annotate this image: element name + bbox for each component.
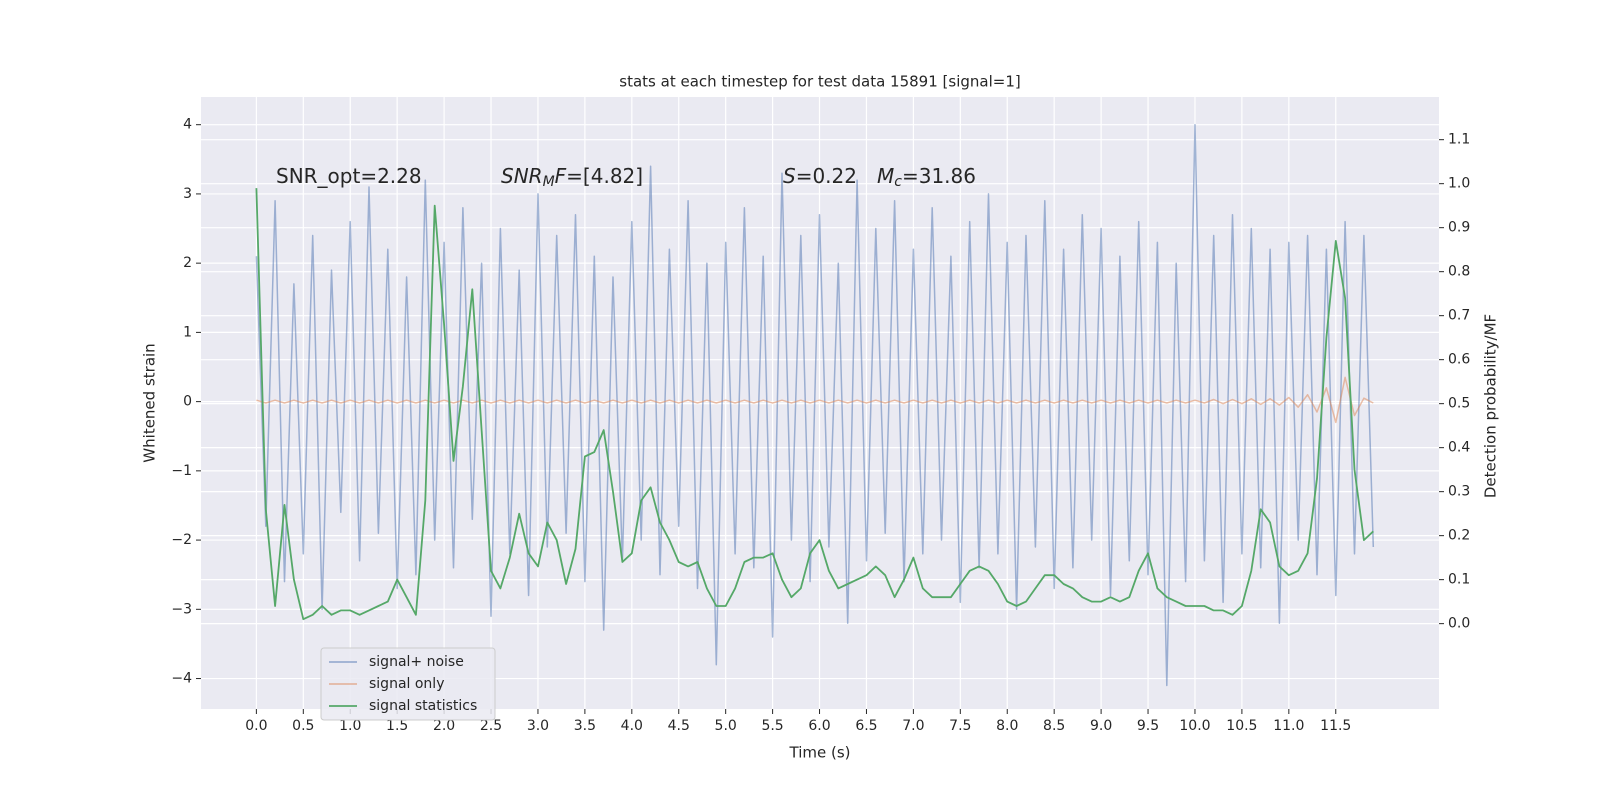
y2-tick-label: 0.3	[1448, 484, 1470, 500]
y2-tick-label: 0.7	[1448, 308, 1470, 324]
series-line	[255, 123, 1375, 687]
x-tick-label: 8.0	[996, 718, 1018, 734]
series-line	[256, 376, 1374, 424]
x-tick-label: 8.5	[1043, 718, 1065, 734]
legend-label: signal+ noise	[369, 654, 464, 670]
x-tick-label: 3.0	[527, 718, 549, 734]
y2-tick-label: 1.1	[1448, 132, 1470, 148]
chart-title: stats at each timestep for test data 158…	[619, 73, 1020, 91]
axes: 0.0 0.5 1.0 1.5 2.0 2.5 3.0 3.5 4.0 4.5 5.0 5.5 6.0 6…	[171, 117, 1470, 734]
legend-box	[320, 647, 496, 721]
x-tick-label: 0.5	[292, 718, 314, 734]
x-tick-label: 4.5	[668, 718, 690, 734]
annotation: S=0.22	[783, 164, 857, 188]
y-axis-label: Whitened strain	[141, 343, 159, 462]
x-tick-label: 4.0	[621, 718, 643, 734]
x-axis-label: Time (s)	[789, 744, 851, 762]
annotation-part: M	[543, 174, 555, 190]
x-tick-label: 0.0	[245, 718, 267, 734]
y-tick-label: 1	[183, 324, 192, 340]
legend: signal+ noise signal only signal statistic…	[320, 647, 496, 721]
y2-tick-label: 0.9	[1448, 220, 1470, 236]
y-tick-label: −4	[171, 671, 192, 687]
x-tick-label: 7.0	[902, 718, 924, 734]
annotation: Mc=31.86	[877, 164, 976, 191]
annotation-part: F	[555, 164, 567, 188]
x-tick-label: 11.5	[1320, 718, 1351, 734]
annotation-part: c	[894, 174, 902, 190]
x-tick-label: 10.0	[1179, 718, 1210, 734]
y2-tick-label: 0.8	[1448, 264, 1470, 280]
annotation-part: =0.22	[796, 164, 857, 188]
x-tick-label: 5.5	[761, 718, 783, 734]
y-tick-label: −3	[171, 601, 192, 617]
annotation-part: SNR	[501, 164, 543, 188]
annotation-part: S	[783, 164, 796, 188]
y-tick-label: 2	[183, 255, 192, 271]
y-tick-label: 4	[183, 117, 192, 133]
annotation-part: =[4.82]	[566, 164, 643, 188]
x-tick-label: 1.5	[386, 718, 408, 734]
x-tick-label: 3.5	[574, 718, 596, 734]
marks	[255, 123, 1375, 687]
x-tick-label: 7.5	[949, 718, 971, 734]
x-tick-label: 6.0	[808, 718, 830, 734]
x-tick-label: 2.0	[433, 718, 455, 734]
y2-tick-label: 0.4	[1448, 440, 1470, 456]
y2-tick-label: 0.0	[1448, 616, 1470, 632]
y-tick-label: 0	[183, 394, 192, 410]
y2-tick-label: 0.5	[1448, 396, 1470, 412]
x-tick-label: 6.5	[855, 718, 877, 734]
x-tick-label: 9.5	[1137, 718, 1159, 734]
x-tick-label: 9.0	[1090, 718, 1112, 734]
legend-label: signal only	[369, 676, 444, 692]
y2-tick-label: 0.2	[1448, 528, 1470, 544]
y-tick-label: −2	[171, 532, 192, 548]
y-tick-label: −1	[171, 463, 192, 479]
series-line	[255, 188, 1374, 621]
annotation: SNR_opt=2.28	[276, 164, 422, 188]
x-tick-label: 5.0	[715, 718, 737, 734]
annotation-part: M	[877, 164, 894, 188]
y-tick-label: 3	[183, 186, 192, 202]
x-tick-label: 1.0	[339, 718, 361, 734]
y2-axis-label: Detection probability/MF	[1482, 314, 1500, 498]
x-tick-label: 10.5	[1226, 718, 1257, 734]
annotation-part: =31.86	[902, 164, 976, 188]
annotation: SNRMF=[4.82]	[501, 164, 643, 191]
legend-label: signal statistics	[369, 698, 477, 714]
annotation-part: SNR_opt=2.28	[276, 164, 422, 188]
x-tick-label: 2.5	[480, 718, 502, 734]
y2-tick-label: 0.6	[1448, 352, 1470, 368]
x-tick-label: 11.0	[1273, 718, 1304, 734]
y2-tick-label: 1.0	[1448, 176, 1470, 192]
y2-tick-label: 0.1	[1448, 572, 1470, 588]
